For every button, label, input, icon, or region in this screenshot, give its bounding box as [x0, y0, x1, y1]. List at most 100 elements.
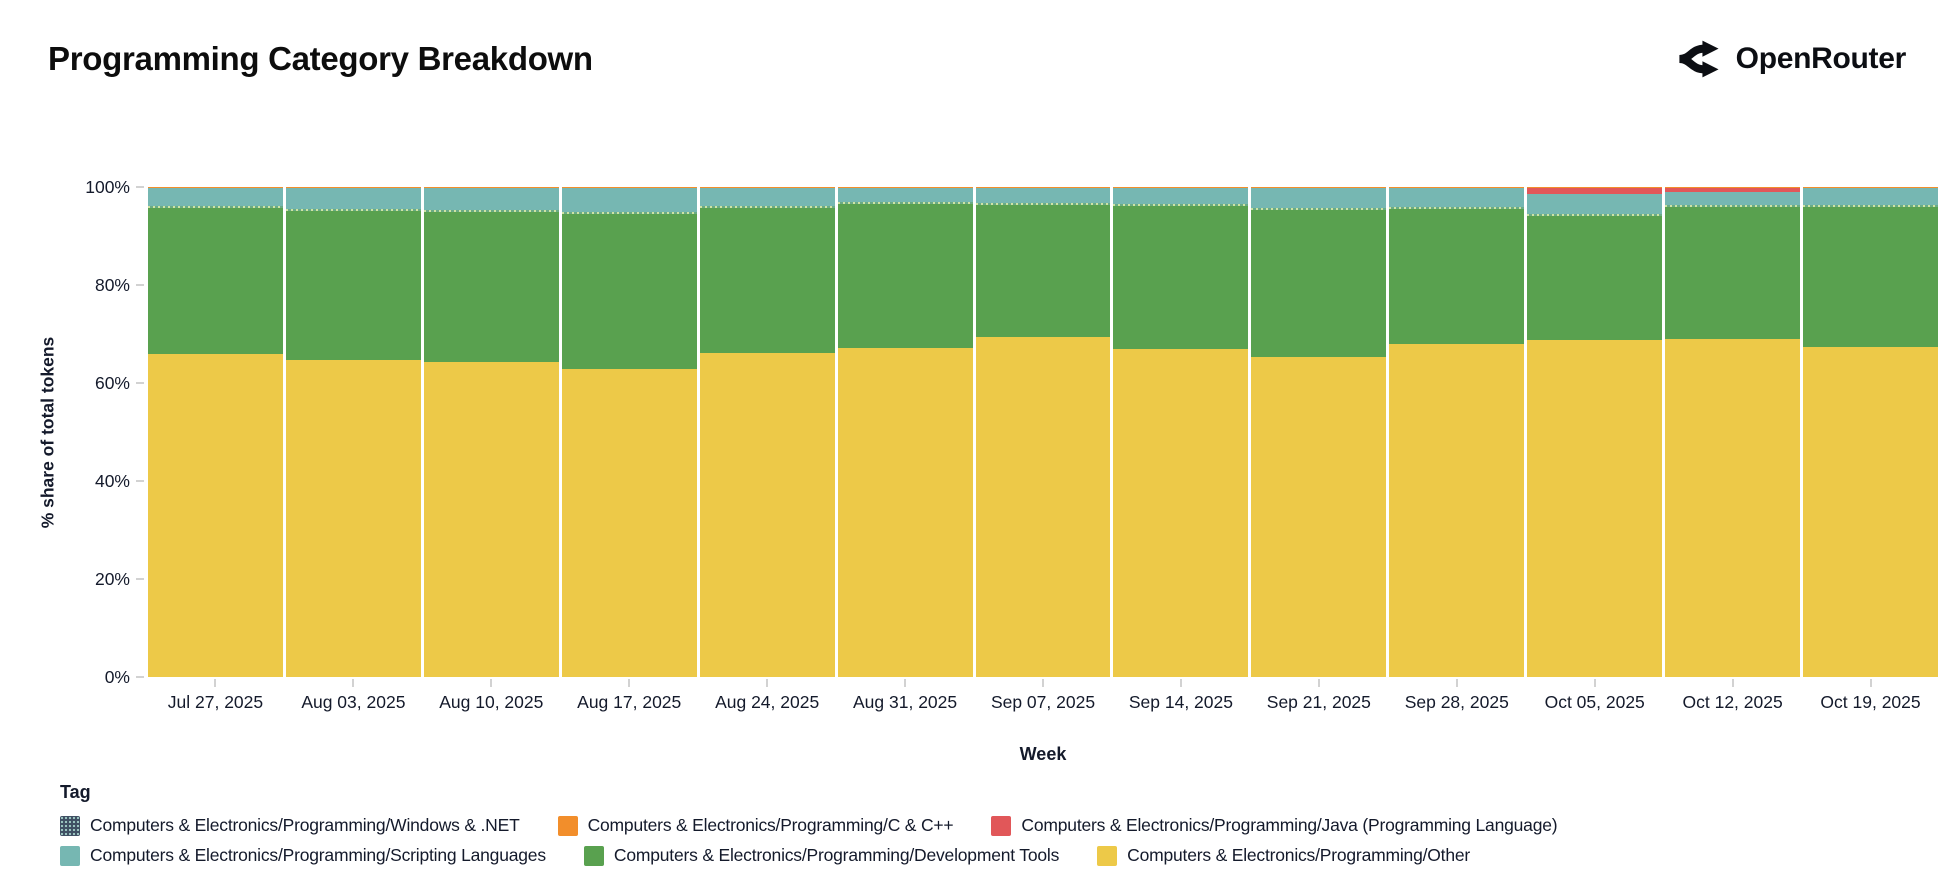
- bar-segment-other[interactable]: [148, 354, 283, 677]
- stacked-bar[interactable]: [561, 187, 697, 677]
- bar-segment-cpp[interactable]: [1113, 187, 1249, 189]
- x-tick-mark: [214, 679, 217, 687]
- bar-segment-other[interactable]: [1527, 339, 1663, 677]
- bar-segment-devtools[interactable]: [1527, 216, 1663, 340]
- y-tick-mark: [136, 578, 144, 580]
- bar-segment-windows[interactable]: [423, 210, 559, 213]
- bar-segment-cpp[interactable]: [975, 187, 1111, 189]
- bar-segment-devtools[interactable]: [561, 213, 697, 370]
- bar-segment-windows[interactable]: [1113, 203, 1249, 206]
- bar-segment-scripting[interactable]: [1665, 191, 1801, 205]
- bar-segment-devtools[interactable]: [1389, 208, 1525, 344]
- bar-segment-windows[interactable]: [1389, 206, 1525, 209]
- x-tick-label: Aug 03, 2025: [301, 692, 406, 712]
- stacked-bar[interactable]: [423, 187, 559, 677]
- bar-segment-cpp[interactable]: [148, 187, 283, 189]
- bar-segment-scripting[interactable]: [423, 188, 559, 211]
- bar-segment-devtools[interactable]: [1251, 209, 1387, 357]
- bar-segment-cpp[interactable]: [837, 187, 973, 189]
- bar-segment-other[interactable]: [561, 369, 697, 677]
- legend-item-windows[interactable]: Computers & Electronics/Programming/Wind…: [60, 815, 520, 836]
- bar-segment-scripting[interactable]: [837, 188, 973, 202]
- bar-segment-other[interactable]: [423, 361, 559, 677]
- x-tick-label: Sep 21, 2025: [1266, 692, 1371, 712]
- bar-segment-other[interactable]: [1251, 356, 1387, 677]
- bar-segment-cpp[interactable]: [1389, 187, 1525, 189]
- bar-segment-devtools[interactable]: [1803, 206, 1938, 348]
- bar-segment-windows[interactable]: [285, 209, 421, 212]
- bar-segment-scripting[interactable]: [1113, 188, 1249, 204]
- bar-segment-other[interactable]: [699, 353, 835, 677]
- bars-container: [148, 187, 1938, 678]
- bar-segment-windows[interactable]: [1527, 214, 1663, 217]
- bar-segment-devtools[interactable]: [699, 207, 835, 354]
- legend-label: Computers & Electronics/Programming/Othe…: [1127, 845, 1471, 865]
- stacked-bar[interactable]: [148, 187, 283, 677]
- bar-segment-windows[interactable]: [1251, 207, 1387, 210]
- legend-item-devtools[interactable]: Computers & Electronics/Programming/Deve…: [583, 845, 1059, 866]
- bar-segment-windows[interactable]: [837, 201, 973, 204]
- bar-segment-windows[interactable]: [699, 205, 835, 208]
- stacked-bar[interactable]: [285, 187, 421, 678]
- bar-segment-other[interactable]: [1113, 349, 1249, 678]
- legend-item-cpp[interactable]: Computers & Electronics/Programming/C & …: [557, 815, 954, 836]
- bar-segment-scripting[interactable]: [975, 188, 1111, 203]
- stacked-bar[interactable]: [1113, 187, 1249, 678]
- stacked-bar[interactable]: [975, 187, 1111, 677]
- bar-segment-cpp[interactable]: [1251, 187, 1387, 189]
- bar-segment-scripting[interactable]: [285, 188, 421, 210]
- bar-segment-other[interactable]: [837, 348, 973, 677]
- bar-segment-windows[interactable]: [148, 206, 283, 209]
- y-tick-label: 60%: [94, 373, 130, 393]
- bar-segment-java[interactable]: [1665, 187, 1801, 192]
- bar-segment-java[interactable]: [1527, 187, 1663, 195]
- bar-segment-cpp[interactable]: [423, 187, 559, 189]
- bar-segment-devtools[interactable]: [1665, 206, 1801, 339]
- bar-segment-other[interactable]: [1389, 343, 1525, 677]
- bar-segment-devtools[interactable]: [975, 204, 1111, 338]
- legend-swatch-windows: [60, 815, 80, 836]
- y-tick-mark: [136, 382, 144, 384]
- bar-segment-other[interactable]: [285, 360, 421, 678]
- bar-segment-windows[interactable]: [975, 202, 1111, 205]
- bar-segment-scripting[interactable]: [148, 188, 283, 207]
- bar-segment-cpp[interactable]: [561, 187, 697, 189]
- bar-segment-devtools[interactable]: [1113, 205, 1249, 350]
- legend-title: Tag: [60, 782, 91, 802]
- brand-name: OpenRouter: [1735, 42, 1907, 75]
- x-tick-label: Sep 14, 2025: [1128, 692, 1233, 712]
- stacked-bar[interactable]: [837, 187, 973, 677]
- bar-segment-other[interactable]: [1803, 347, 1938, 677]
- bar-segment-windows[interactable]: [1803, 204, 1938, 207]
- bar-segment-windows[interactable]: [1665, 204, 1801, 207]
- bar-segment-cpp[interactable]: [285, 187, 421, 189]
- bar-segment-cpp[interactable]: [1803, 187, 1938, 189]
- stacked-bar[interactable]: [1803, 187, 1938, 677]
- bar-segment-scripting[interactable]: [561, 188, 697, 212]
- bar-segment-devtools[interactable]: [148, 208, 283, 355]
- x-tick-mark: [1869, 679, 1872, 687]
- bar-segment-scripting[interactable]: [1389, 188, 1525, 207]
- bar-segment-other[interactable]: [1665, 338, 1801, 677]
- stacked-bar[interactable]: [1389, 187, 1525, 677]
- x-tick-mark: [628, 679, 631, 687]
- legend-item-java[interactable]: Computers & Electronics/Programming/Java…: [991, 815, 1558, 836]
- bar-segment-devtools[interactable]: [285, 211, 421, 361]
- stacked-bar[interactable]: [1665, 187, 1801, 677]
- bar-segment-windows[interactable]: [561, 211, 697, 214]
- bar-segment-cpp[interactable]: [1665, 187, 1801, 188]
- bar-segment-scripting[interactable]: [699, 188, 835, 206]
- bar-segment-cpp[interactable]: [699, 187, 835, 189]
- bar-segment-scripting[interactable]: [1527, 194, 1663, 215]
- bar-segment-scripting[interactable]: [1251, 188, 1387, 208]
- stacked-bar[interactable]: [1527, 187, 1663, 677]
- bar-segment-scripting[interactable]: [1803, 188, 1938, 205]
- stacked-bar[interactable]: [1251, 187, 1387, 677]
- bar-segment-cpp[interactable]: [1527, 187, 1663, 188]
- legend-item-scripting[interactable]: Computers & Electronics/Programming/Scri…: [60, 845, 546, 866]
- bar-segment-other[interactable]: [975, 337, 1111, 677]
- stacked-bar[interactable]: [699, 187, 835, 677]
- legend-item-other[interactable]: Computers & Electronics/Programming/Othe…: [1097, 845, 1470, 866]
- bar-segment-devtools[interactable]: [837, 203, 973, 349]
- bar-segment-devtools[interactable]: [423, 212, 559, 362]
